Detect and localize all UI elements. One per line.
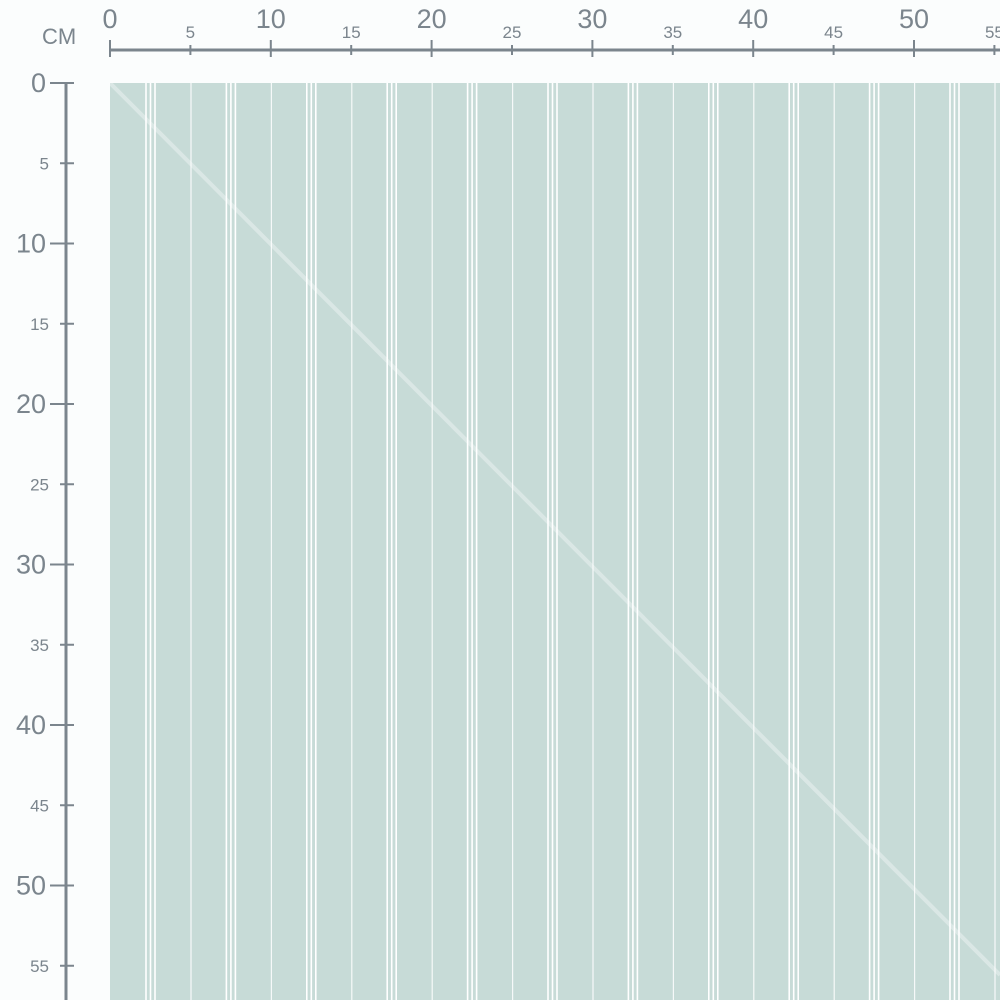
top-ruler-label: 25: [503, 23, 522, 42]
left-ruler-label: 35: [30, 636, 49, 655]
left-ruler-label: 15: [30, 315, 49, 334]
left-ruler-label: 30: [16, 550, 46, 580]
swatch-background: [110, 83, 1000, 1000]
top-ruler-label: 40: [738, 4, 768, 34]
top-ruler-label: 15: [342, 23, 361, 42]
top-ruler-label: 10: [256, 4, 286, 34]
top-ruler-label: 50: [899, 4, 929, 34]
top-ruler-label: 0: [102, 4, 117, 34]
left-ruler-label: 55: [30, 957, 49, 976]
top-ruler-label: 55: [985, 23, 1000, 42]
fold-crease: [108, 81, 1000, 977]
left-ruler-label: 5: [40, 154, 49, 173]
top-ruler-label: 20: [417, 4, 447, 34]
left-ruler-label: 25: [30, 475, 49, 494]
top-ruler-label: 30: [577, 4, 607, 34]
top-ruler-label: 35: [663, 23, 682, 42]
left-ruler-label: 50: [16, 871, 46, 901]
left-ruler-label: 10: [16, 229, 46, 259]
left-ruler-label: 0: [31, 68, 46, 98]
top-ruler-label: 45: [824, 23, 843, 42]
left-ruler-label: 45: [30, 796, 49, 815]
top-ruler-label: 5: [186, 23, 195, 42]
left-ruler-label: 20: [16, 389, 46, 419]
left-ruler-label: 40: [16, 710, 46, 740]
unit-label: CM: [42, 24, 77, 49]
swatch: [108, 81, 1000, 1000]
